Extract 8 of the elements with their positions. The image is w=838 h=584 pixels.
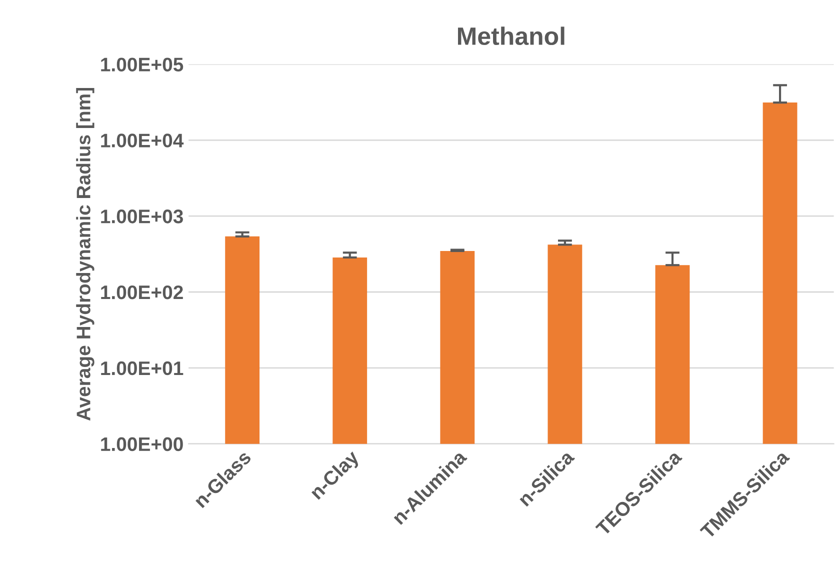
y-tick-label: 1.00E+05 xyxy=(101,58,184,72)
y-tick-label: 1.00E+00 xyxy=(101,437,183,452)
y-tick-label: 1.00E+01 xyxy=(101,361,184,376)
chart-title: Methanol xyxy=(458,26,564,46)
y-tick-label: 1.00E+02 xyxy=(101,285,183,300)
y-tick-label: 1.00E+03 xyxy=(101,210,183,224)
y-tick-label: 1.00E+04 xyxy=(101,134,184,148)
y-axis-title: Average Hydrodynamic Radius [nm] xyxy=(76,88,94,421)
